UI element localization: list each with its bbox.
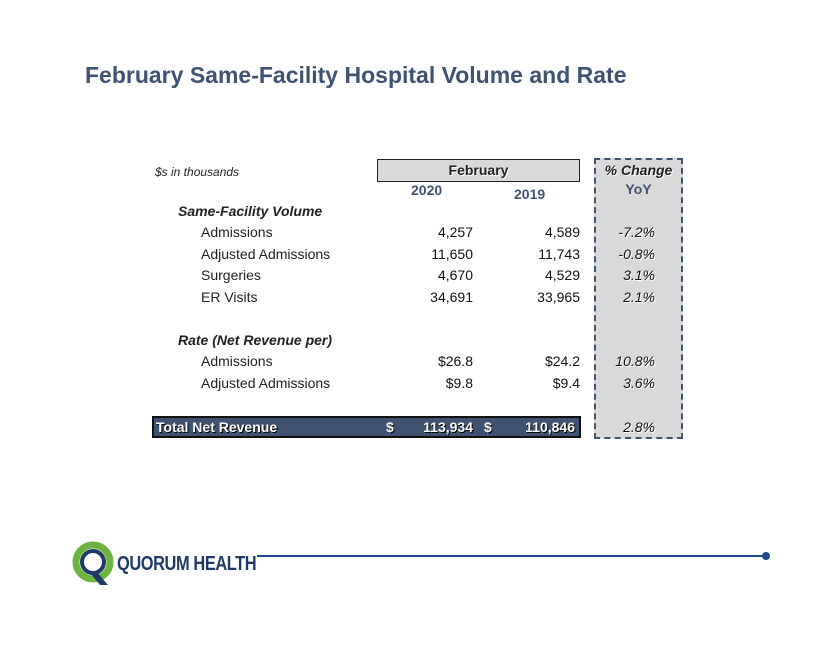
footer-rule: [257, 555, 765, 557]
currency-symbol-2020: $: [386, 419, 394, 435]
row-label: Admissions: [201, 353, 273, 369]
table-row: Adjusted Admissions 11,650 11,743 -0.8%: [0, 246, 840, 266]
total-value-2019: 110,846: [525, 419, 575, 435]
table-row: Admissions 4,257 4,589 -7.2%: [0, 224, 840, 244]
period-header: February: [377, 159, 580, 182]
value-2019: 33,965: [537, 289, 580, 305]
year-2019-header: 2019: [514, 186, 546, 202]
value-2019: 4,529: [544, 267, 580, 283]
rate-section-heading: Rate (Net Revenue per): [178, 332, 333, 348]
value-change: 3.1%: [623, 267, 655, 283]
value-2020: 4,670: [437, 267, 473, 283]
value-2020: 4,257: [437, 224, 473, 240]
currency-symbol-2019: $: [484, 419, 492, 435]
value-2020: 11,650: [431, 246, 473, 262]
value-change: -7.2%: [618, 224, 655, 240]
table-row: ER Visits 34,691 33,965 2.1%: [0, 289, 840, 309]
value-2019: $24.2: [544, 353, 580, 369]
table-row: Surgeries 4,670 4,529 3.1%: [0, 267, 840, 287]
value-2019: 4,589: [544, 224, 580, 240]
total-net-revenue-row: Total Net Revenue $ 113,934 $ 110,846: [152, 416, 581, 438]
page-title: February Same-Facility Hospital Volume a…: [85, 62, 627, 88]
company-logo-text: QUORUM HEALTH: [117, 553, 257, 575]
total-value-2020: 113,934: [423, 419, 473, 435]
value-change: 10.8%: [615, 353, 655, 369]
footer-rule-dot: [762, 552, 770, 560]
value-change: 3.6%: [623, 375, 655, 391]
change-header-yoy: YoY: [625, 181, 652, 197]
value-2019: 11,743: [538, 246, 580, 262]
value-2020: $26.8: [437, 353, 473, 369]
value-change: 2.1%: [623, 289, 655, 305]
value-2020: 34,691: [430, 289, 473, 305]
change-header: % Change: [604, 162, 673, 178]
row-label: Admissions: [201, 224, 273, 240]
table-row: Adjusted Admissions $9.8 $9.4 3.6%: [0, 375, 840, 395]
year-2020-header: 2020: [411, 182, 443, 198]
total-label: Total Net Revenue: [156, 419, 278, 435]
row-label: ER Visits: [201, 289, 258, 305]
table-row: Admissions $26.8 $24.2 10.8%: [0, 353, 840, 373]
value-2019: $9.4: [552, 375, 580, 391]
volume-section-heading: Same-Facility Volume: [178, 203, 323, 219]
row-label: Surgeries: [201, 267, 261, 283]
row-label: Adjusted Admissions: [201, 375, 331, 391]
value-change: -0.8%: [618, 246, 655, 262]
change-column-box: [594, 158, 683, 439]
row-label: Adjusted Admissions: [201, 246, 331, 262]
value-2020: $9.8: [445, 375, 473, 391]
total-change: 2.8%: [623, 419, 655, 435]
units-note: $s in thousands: [155, 165, 240, 179]
quorum-logo-icon: [72, 541, 114, 585]
